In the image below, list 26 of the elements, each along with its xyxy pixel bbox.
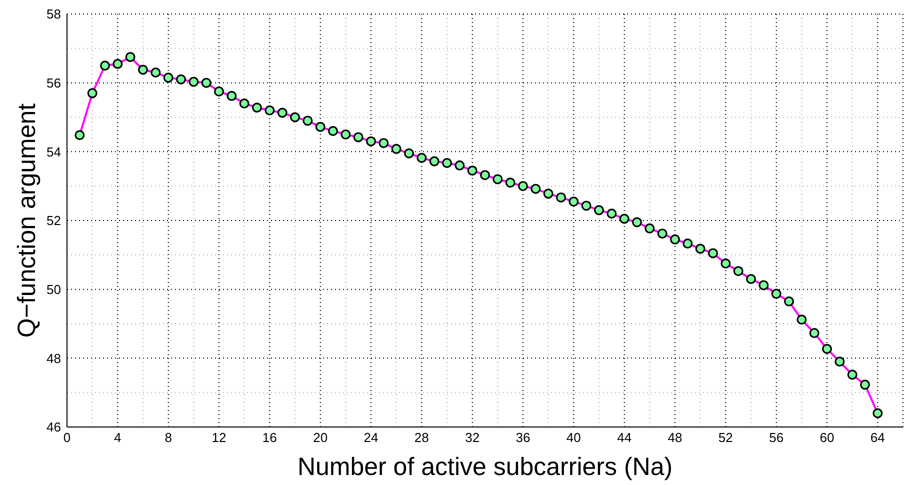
y-tick-label: 50 (46, 282, 61, 297)
x-axis-title: Number of active subcarriers (Na) (297, 453, 673, 481)
y-tick-label: 46 (46, 420, 61, 435)
x-tick-label: 44 (617, 430, 632, 446)
x-tick-label: 12 (212, 430, 226, 446)
x-tick-label: 36 (516, 430, 530, 446)
x-tick-label: 28 (414, 430, 429, 446)
x-tick-label: 40 (566, 430, 581, 446)
x-tick-label: 48 (668, 430, 682, 446)
x-tick-label: 60 (820, 430, 834, 446)
y-tick-label: 48 (46, 350, 61, 366)
y-tick-label: 56 (46, 75, 61, 90)
y-tick-label: 54 (46, 144, 61, 160)
x-tick-label: 0 (63, 430, 71, 446)
y-tick-label: 58 (46, 6, 61, 22)
x-tick-label: 8 (164, 430, 172, 446)
x-tick-label: 20 (313, 430, 328, 446)
x-tick-label: 24 (364, 430, 378, 446)
y-tick-label: 52 (46, 213, 61, 228)
y-axis-title: Q−function argument (12, 103, 41, 338)
x-tick-label: 56 (769, 430, 784, 446)
x-tick-label: 52 (718, 430, 733, 446)
x-tick-label: 32 (465, 430, 480, 446)
x-tick-label: 64 (870, 430, 885, 446)
x-tick-label: 4 (114, 430, 122, 446)
x-tick-label: 16 (262, 430, 277, 446)
